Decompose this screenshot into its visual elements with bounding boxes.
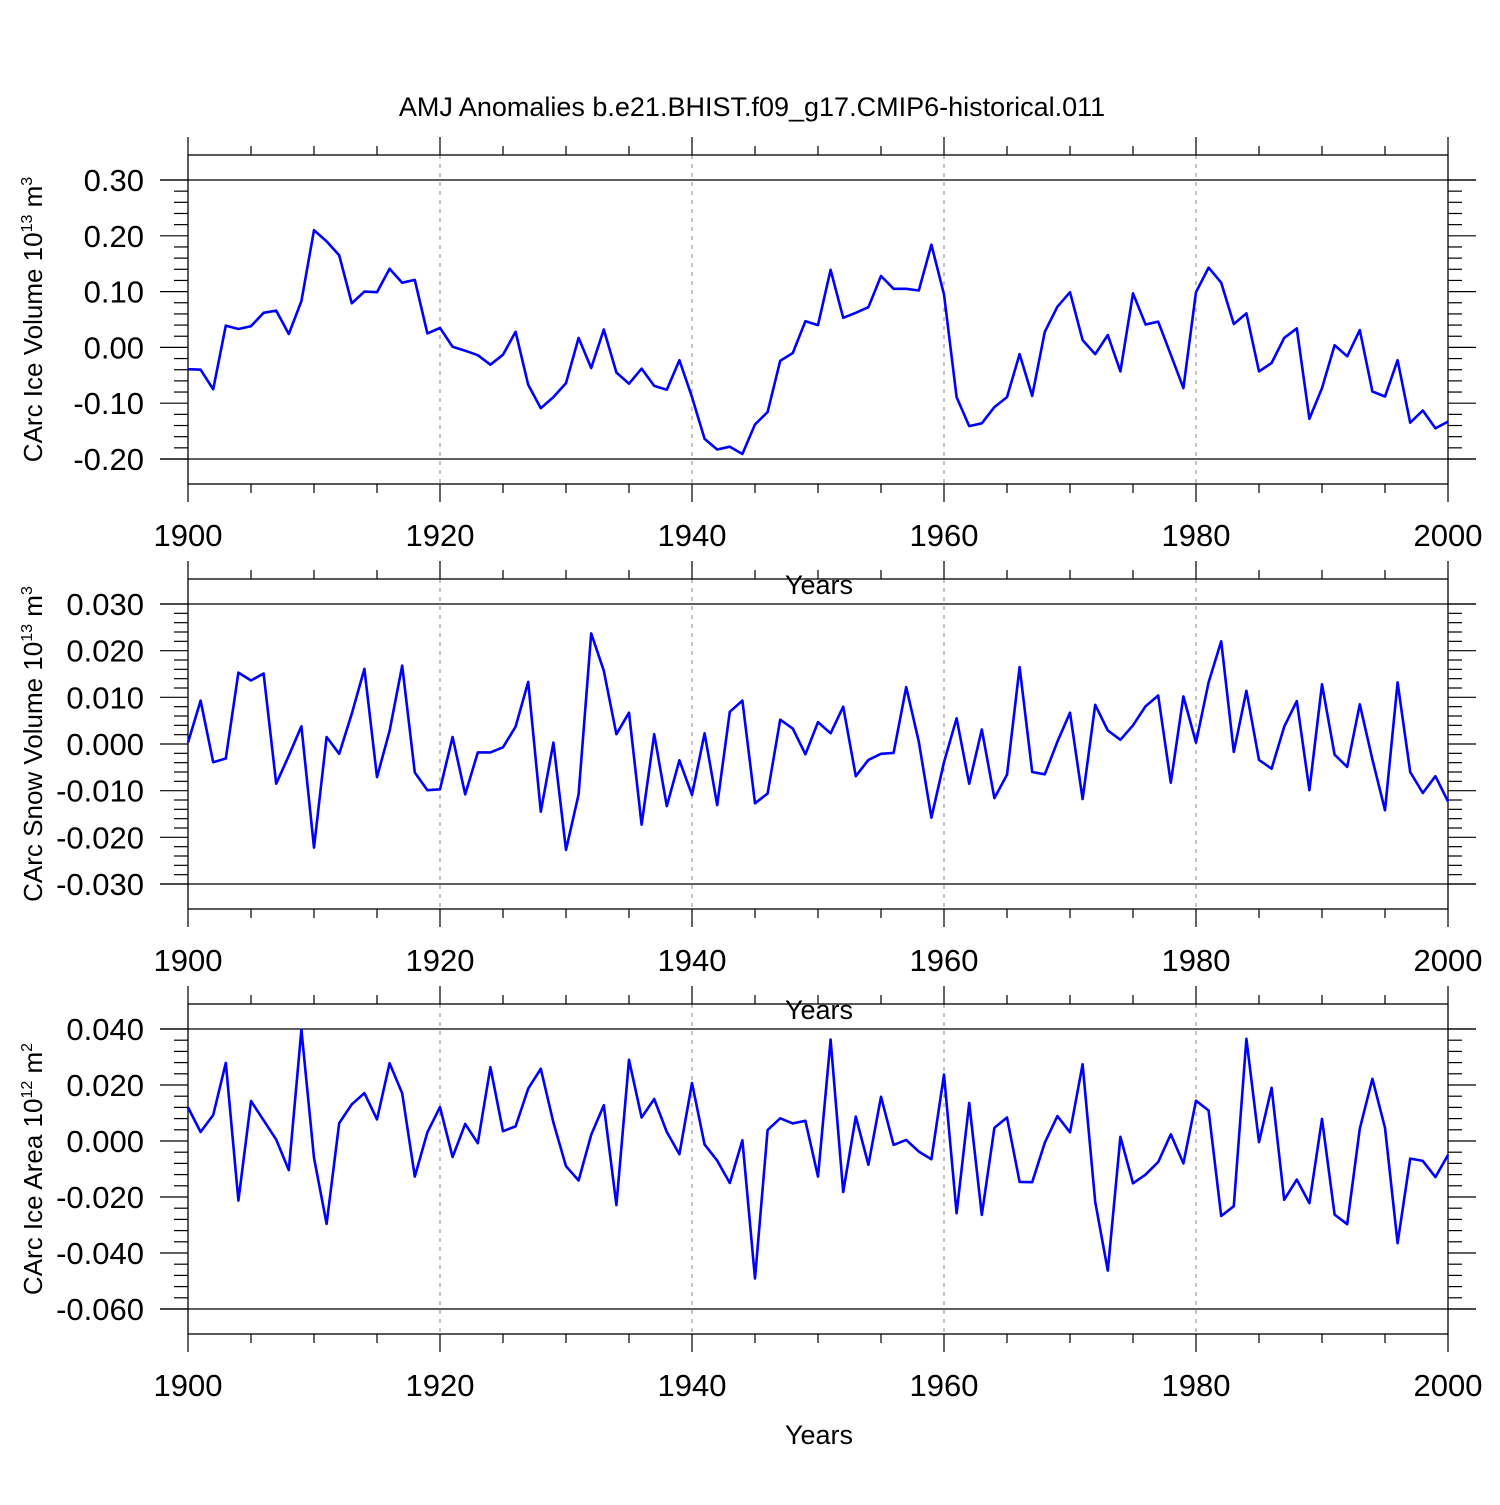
x-tick-label: 1980 <box>1162 943 1231 978</box>
x-tick-label: 1920 <box>406 518 475 553</box>
y-tick-label: 0.00 <box>84 330 144 365</box>
y-axis-label-unit-exponent: 2 <box>19 1043 36 1052</box>
y-tick-label: -0.010 <box>56 774 144 809</box>
y-axis-label-unit-exponent: 3 <box>19 586 36 595</box>
data-line-ice-area <box>186 1028 1450 1280</box>
y-tick-label: -0.030 <box>56 867 144 902</box>
y-tick-label: 0.000 <box>66 1124 144 1159</box>
x-tick-label: 1940 <box>658 1368 727 1403</box>
y-axis-label-unit: m <box>18 186 48 215</box>
y-tick-label: 0.040 <box>66 1012 144 1047</box>
x-tick-label: 1920 <box>406 943 475 978</box>
x-tick-label: 1960 <box>910 943 979 978</box>
y-axis-label: CArc Ice Area 1012 m2 <box>18 1043 48 1295</box>
y-axis-label-unit: m <box>18 1052 48 1081</box>
x-tick-label: 1980 <box>1162 518 1231 553</box>
x-tick-label: 1920 <box>406 1368 475 1403</box>
y-axis-label: CArc Ice Volume 1013 m3 <box>18 177 48 462</box>
y-axis-label-main: CArc Ice Volume 10 <box>18 232 48 462</box>
panels: 0.30 0.20 0.10 0.00 -0.10 -0.20 1900 1920 1940 19… <box>18 137 1482 1450</box>
x-tick-label: 1900 <box>154 1368 223 1403</box>
y-axis-label-main: CArc Ice Area 10 <box>18 1099 48 1296</box>
x-axis-label: Years <box>785 570 853 600</box>
plot-frame <box>187 578 1449 910</box>
data-line-snow-volume <box>186 632 1450 852</box>
x-axis-label: Years <box>785 1420 853 1450</box>
y-axis-label-exponent: 13 <box>19 215 36 233</box>
y-tick-label: -0.020 <box>56 1180 144 1215</box>
chart-title: AMJ Anomalies b.e21.BHIST.f09_g17.CMIP6-… <box>399 92 1105 122</box>
x-tick-label: 1940 <box>658 943 727 978</box>
x-tick-label: 1960 <box>910 1368 979 1403</box>
data-line-ice-volume <box>187 228 1449 456</box>
panel-ice-volume: 0.30 0.20 0.10 0.00 -0.10 -0.20 1900 1920 1940 19… <box>18 137 1482 600</box>
y-tick-label: -0.040 <box>56 1236 144 1271</box>
x-axis-label: Years <box>785 995 853 1025</box>
y-axis-label: CArc Snow Volume 1013 m3 <box>18 586 48 902</box>
y-tick-label: 0.010 <box>66 680 144 715</box>
y-tick-label: 0.000 <box>66 727 144 762</box>
y-tick-label: -0.10 <box>73 386 144 421</box>
panel-ice-area: 0.040 0.020 0.000 -0.020 -0.040 -0.060 1900 192… <box>18 986 1482 1450</box>
y-axis-label-exponent: 13 <box>19 624 36 642</box>
x-tick-label: 1960 <box>910 518 979 553</box>
y-axis-label-unit: m <box>18 595 48 624</box>
y-tick-label: 0.020 <box>66 1068 144 1103</box>
y-axis-label-main: CArc Snow Volume 10 <box>18 642 48 902</box>
x-tick-label: 2000 <box>1414 943 1483 978</box>
y-axis-label-exponent: 12 <box>19 1081 36 1099</box>
y-tick-label: -0.20 <box>73 442 144 477</box>
y-tick-label: 0.030 <box>66 587 144 622</box>
x-tick-label: 2000 <box>1414 1368 1483 1403</box>
x-tick-label: 2000 <box>1414 518 1483 553</box>
y-tick-label: -0.020 <box>56 820 144 855</box>
x-tick-label: 1900 <box>154 943 223 978</box>
x-tick-label: 1940 <box>658 518 727 553</box>
y-tick-label: 0.10 <box>84 275 144 310</box>
x-tick-label: 1980 <box>1162 1368 1231 1403</box>
y-tick-label: 0.020 <box>66 634 144 669</box>
x-tick-label: 1900 <box>154 518 223 553</box>
y-tick-label: -0.060 <box>56 1292 144 1327</box>
y-tick-label: 0.30 <box>84 163 144 198</box>
y-tick-label: 0.20 <box>84 219 144 254</box>
panel-snow-volume: 0.030 0.020 0.010 0.000 -0.010 -0.020 -0.030 19… <box>18 561 1482 1025</box>
y-axis-label-unit-exponent: 3 <box>19 177 36 186</box>
